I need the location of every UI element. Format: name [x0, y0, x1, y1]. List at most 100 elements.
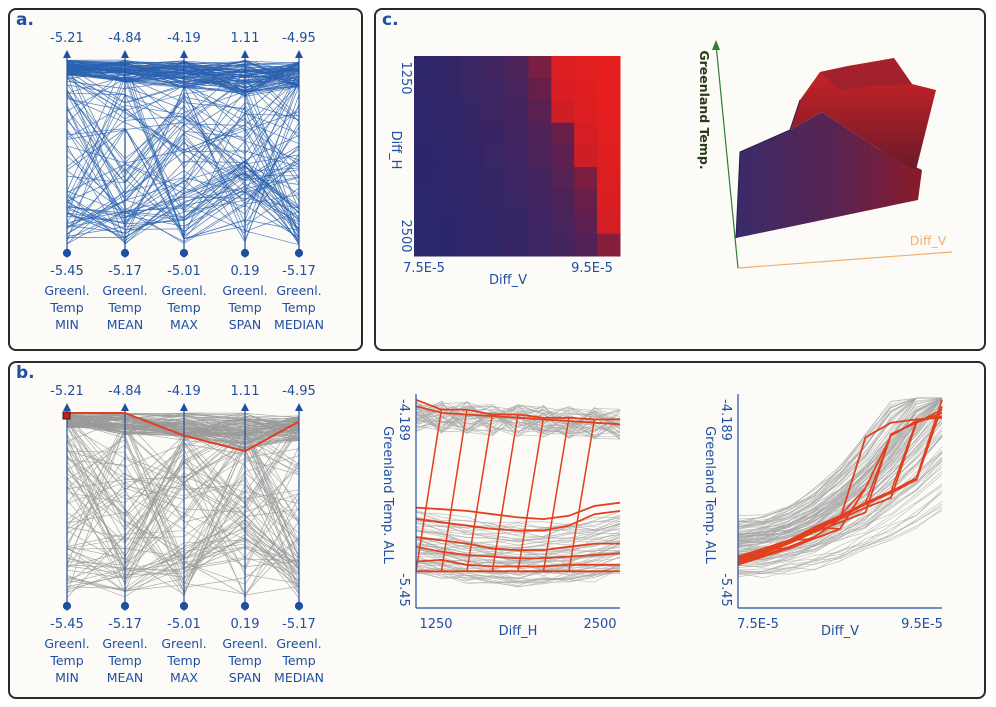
- axis-min-label: -5.17: [282, 617, 316, 632]
- heatmap-cell: [597, 189, 621, 212]
- axis-name-label: SPAN: [229, 317, 262, 332]
- axis-diamond-icon: [241, 601, 249, 611]
- x-tick-label: 2500: [583, 617, 616, 632]
- gray-line-group: [415, 400, 621, 588]
- axis-arrow-icon: [63, 403, 71, 411]
- axis-name-label: Temp: [227, 653, 261, 668]
- highlight-link: [890, 420, 918, 492]
- heatmap-cell: [459, 78, 484, 101]
- axis-diamond-icon: [295, 248, 303, 258]
- highlight-link: [440, 409, 468, 572]
- axis-name-label: SPAN: [229, 670, 262, 685]
- axis-name-label: Temp: [107, 300, 141, 315]
- axis-arrow-icon: [63, 50, 71, 58]
- axis-name-label: Greenl.: [102, 636, 147, 651]
- heatmap-cell: [414, 189, 438, 212]
- heatmap-cell: [414, 56, 438, 79]
- axis-min-label: -5.45: [50, 264, 84, 279]
- axis-arrow-icon: [121, 403, 129, 411]
- y-tick-label: -5.45: [718, 573, 733, 607]
- gray-line: [415, 406, 621, 440]
- gray-line: [737, 397, 943, 533]
- heatmap-cell: [505, 100, 529, 124]
- axis-name-label: Temp: [281, 653, 315, 668]
- x-tick-label: 9.5E-5: [901, 617, 943, 632]
- gray-line: [415, 569, 621, 588]
- heatmap-cell: [574, 233, 598, 257]
- heatmap-cell: [574, 56, 598, 79]
- axis-arrow-icon: [121, 50, 129, 58]
- gray-line: [415, 401, 621, 434]
- heatmap-cell: [528, 233, 552, 257]
- axis-diamond-icon: [295, 601, 303, 611]
- axis-min-label: -5.17: [108, 617, 142, 632]
- heatmap-cell: [482, 233, 507, 257]
- axis-arrow-icon: [295, 403, 303, 411]
- axis-max-label: -4.84: [108, 31, 142, 46]
- surface-front-face: [736, 112, 922, 238]
- axis-name-label: Greenl.: [102, 283, 147, 298]
- gray-line: [737, 397, 943, 538]
- gray-line: [415, 525, 621, 542]
- heatmap-y-label: Diff_H: [388, 131, 403, 170]
- axis-diamond-icon: [241, 248, 249, 258]
- heatmap-y-tick: 2500: [398, 219, 413, 252]
- gray-line: [415, 543, 621, 564]
- x-axis-label: Diff_H: [499, 624, 538, 639]
- gray-line: [737, 510, 943, 574]
- heatmap-cell: [482, 144, 507, 168]
- heatmap-cell: [459, 233, 484, 257]
- heatmap-cell: [551, 233, 575, 257]
- highlight-polyline: [67, 412, 300, 453]
- x-tick-label: 7.5E-5: [737, 617, 779, 632]
- gray-line: [415, 542, 621, 563]
- heatmap-cell: [574, 211, 598, 235]
- gray-line: [737, 411, 943, 552]
- heatmap-cell: [482, 56, 507, 79]
- heatmap-cell: [551, 211, 575, 235]
- heatmap-cell: [597, 233, 621, 257]
- gray-line: [415, 510, 621, 532]
- axis-name-label: MAX: [170, 317, 198, 332]
- chart-c-heatmap: 1250 2500 Diff_H 7.5E-5 9.5E-5 Diff_V: [388, 56, 621, 288]
- heatmap-cell: [414, 211, 438, 235]
- heatmap-cell: [505, 189, 529, 212]
- gray-line: [737, 397, 942, 526]
- axis-max-label: -4.19: [167, 384, 201, 399]
- heatmap-cell: [436, 100, 461, 124]
- heatmap-cell: [414, 100, 438, 124]
- axis-arrow-icon: [241, 403, 249, 411]
- heatmap-cell: [436, 189, 461, 212]
- axis-arrow-icon: [180, 50, 188, 58]
- axis-max-label: -4.19: [167, 31, 201, 46]
- heatmap-cell: [597, 56, 621, 79]
- heatmap-cell: [597, 100, 621, 124]
- panel-b-label: b.: [16, 363, 35, 383]
- heatmap-cell: [528, 122, 552, 146]
- heatmap-cell: [597, 144, 621, 168]
- y-tick-label: -4.189: [718, 399, 733, 441]
- gray-line: [415, 561, 621, 575]
- axis-name-label: MEDIAN: [274, 670, 324, 685]
- heatmap-cell: [574, 78, 598, 101]
- surface-ridge-face: [790, 58, 936, 170]
- heatmap-cell: [528, 144, 552, 168]
- highlight-link: [568, 419, 596, 572]
- axis-min-label: -5.17: [282, 264, 316, 279]
- axis-min-label: 0.19: [231, 617, 260, 632]
- axis-diamond-icon: [63, 601, 71, 611]
- gray-line: [737, 446, 943, 560]
- axis-name-label: Temp: [166, 300, 200, 315]
- chart-a-parallel-coordinates: -5.21 -5.45 Greenl. Temp MIN -4.84 -5.17 Greenl…: [44, 31, 324, 332]
- gray-line: [737, 397, 943, 537]
- heatmap-cell: [551, 100, 575, 124]
- axis-max-label: 1.11: [231, 31, 260, 46]
- y-tick-label: -4.189: [396, 399, 411, 441]
- surface-z-arrow-icon: [712, 40, 720, 50]
- gray-line: [415, 546, 621, 562]
- heatmap-cell: [459, 56, 484, 79]
- gray-line: [415, 552, 621, 571]
- heatmap-cell: [459, 144, 484, 168]
- gray-line: [737, 397, 943, 544]
